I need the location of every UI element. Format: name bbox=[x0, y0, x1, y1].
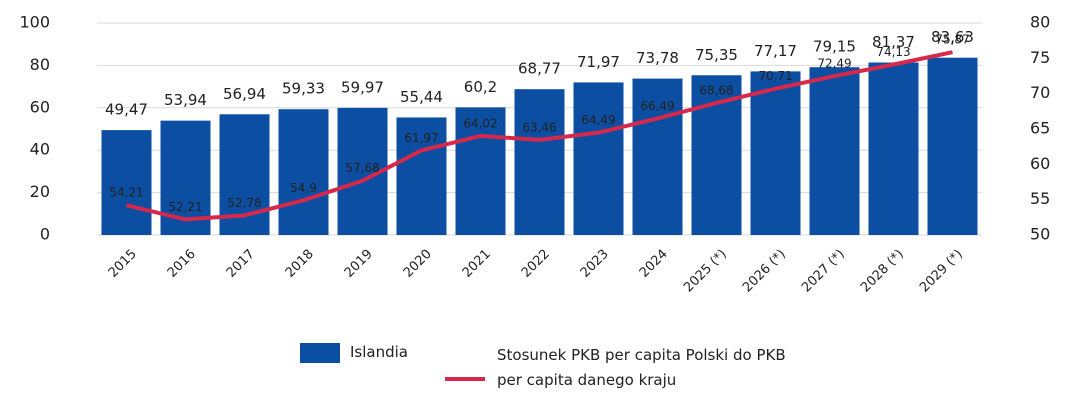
y-tick-label: 20 bbox=[30, 182, 50, 201]
bar-value-label: 53,94 bbox=[164, 91, 207, 109]
bar-value-label: 79,15 bbox=[813, 38, 856, 56]
x-tick-label: 2022 bbox=[519, 247, 553, 281]
y2-tick-label: 50 bbox=[1030, 225, 1050, 244]
line-value-label: 68,68 bbox=[699, 83, 733, 97]
line-value-label: 52,21 bbox=[168, 200, 202, 214]
y-tick-label: 60 bbox=[30, 97, 50, 116]
line-value-label: 74,13 bbox=[876, 45, 910, 59]
bar bbox=[750, 71, 801, 235]
bar-value-label: 60,2 bbox=[464, 78, 497, 96]
y-tick-label: 80 bbox=[30, 55, 50, 74]
line-value-label: 52,78 bbox=[227, 196, 261, 210]
bar-value-label: 68,77 bbox=[518, 60, 561, 78]
bar-value-label: 59,97 bbox=[341, 78, 384, 96]
legend-swatch bbox=[300, 343, 340, 363]
line-value-label: 72,49 bbox=[817, 57, 851, 71]
y2-tick-label: 75 bbox=[1030, 48, 1050, 67]
bar bbox=[278, 109, 329, 235]
bar-value-label: 73,78 bbox=[636, 49, 679, 67]
bar bbox=[809, 67, 860, 236]
line-value-label: 54,21 bbox=[109, 186, 143, 200]
chart: 0 20 40 60 80 100 50 55 60 65 70 75 80 2015 2016 2017 20… bbox=[19, 13, 1050, 296]
line-value-label: 63,46 bbox=[522, 120, 556, 134]
line-value-label: 70,71 bbox=[758, 69, 792, 83]
x-tick-label: 2029 (*) bbox=[917, 247, 966, 296]
bar bbox=[632, 78, 683, 236]
line-value-label: 64,02 bbox=[463, 116, 497, 130]
y-tick-label: 0 bbox=[40, 225, 50, 244]
legend-swatch bbox=[445, 377, 485, 381]
bar-value-label: 49,47 bbox=[105, 101, 148, 119]
bar bbox=[396, 117, 447, 235]
bar-value-label: 77,17 bbox=[754, 42, 797, 60]
line-value-label: 64,49 bbox=[581, 113, 615, 127]
y2-tick-label: 60 bbox=[1030, 154, 1050, 173]
bar bbox=[514, 89, 565, 235]
y-tick-label: 40 bbox=[30, 140, 50, 159]
x-tick-label: 2019 bbox=[342, 247, 376, 281]
bar bbox=[573, 82, 624, 235]
x-tick-label: 2015 bbox=[106, 247, 140, 281]
line-value-label: 66,49 bbox=[640, 99, 674, 113]
y2-tick-label: 55 bbox=[1030, 189, 1050, 208]
x-tick-label: 2020 bbox=[401, 247, 435, 281]
bar-value-label: 81,37 bbox=[872, 33, 915, 51]
legend-item: Islandia bbox=[300, 340, 408, 365]
y2-tick-label: 80 bbox=[1030, 13, 1050, 32]
x-tick-label: 2025 (*) bbox=[681, 247, 730, 296]
line-value-label: 57,68 bbox=[345, 161, 379, 175]
line-series bbox=[126, 50, 953, 222]
line-value-label: 61,97 bbox=[404, 131, 438, 145]
bar-value-label: 56,94 bbox=[223, 85, 266, 103]
bar bbox=[868, 62, 919, 235]
x-tick-label: 2028 (*) bbox=[858, 247, 907, 296]
legend-label: Stosunek PKB per capita Polski do PKB pe… bbox=[497, 346, 786, 389]
y2-tick-label: 70 bbox=[1030, 83, 1050, 102]
bar-value-label: 59,33 bbox=[282, 80, 325, 98]
bar-value-label: 71,97 bbox=[577, 53, 620, 71]
x-tick-label: 2016 bbox=[165, 247, 199, 281]
line-value-label: 54,9 bbox=[290, 181, 317, 195]
bar bbox=[101, 130, 152, 235]
bar-value-label: 83,63 bbox=[931, 28, 974, 46]
legend-item: Stosunek PKB per capita Polski do PKB pe… bbox=[445, 343, 797, 393]
x-tick-label: 2023 bbox=[578, 247, 612, 281]
x-tick-label: 2018 bbox=[283, 247, 317, 281]
bar-value-label: 75,35 bbox=[695, 46, 738, 64]
x-tick-label: 2027 (*) bbox=[799, 247, 848, 296]
x-tick-label: 2024 bbox=[637, 247, 671, 281]
bar bbox=[927, 57, 978, 235]
x-tick-label: 2017 bbox=[224, 247, 258, 281]
legend-label: Islandia bbox=[350, 343, 408, 361]
bar bbox=[455, 107, 506, 235]
x-tick-label: 2026 (*) bbox=[740, 247, 789, 296]
y2-tick-label: 65 bbox=[1030, 119, 1050, 138]
line-value-label: 75,87 bbox=[935, 33, 969, 47]
bar-value-label: 55,44 bbox=[400, 88, 443, 106]
y-tick-label: 100 bbox=[19, 13, 50, 32]
x-tick-label: 2021 bbox=[460, 247, 494, 281]
